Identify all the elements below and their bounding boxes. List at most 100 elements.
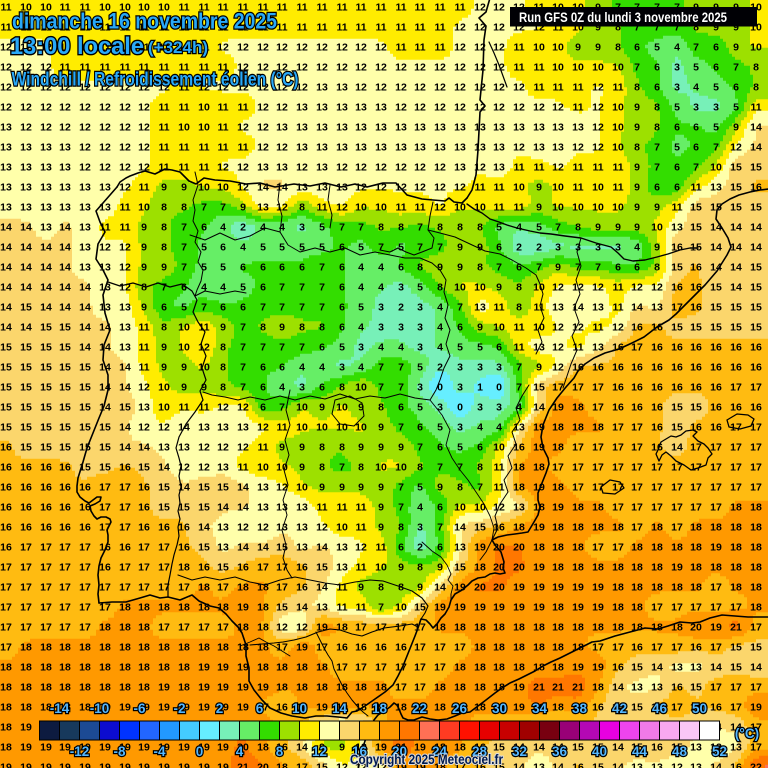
svg-text:17: 17 [750, 461, 762, 473]
svg-text:19: 19 [592, 601, 604, 613]
svg-text:10: 10 [178, 121, 190, 133]
svg-text:26: 26 [452, 701, 468, 716]
svg-text:10: 10 [493, 321, 505, 333]
svg-text:0: 0 [196, 744, 204, 759]
svg-text:12: 12 [217, 161, 229, 173]
svg-text:13: 13 [454, 161, 466, 173]
svg-text:18: 18 [631, 621, 643, 633]
svg-text:14: 14 [0, 301, 12, 313]
svg-text:19: 19 [59, 741, 71, 753]
svg-text:19: 19 [513, 681, 525, 693]
svg-text:11: 11 [217, 121, 228, 133]
svg-text:15: 15 [20, 361, 32, 373]
svg-text:5: 5 [417, 361, 423, 373]
svg-text:18: 18 [119, 641, 131, 653]
svg-text:15: 15 [750, 161, 762, 173]
svg-text:18: 18 [552, 421, 564, 433]
svg-text:13: 13 [631, 681, 643, 693]
svg-text:11: 11 [0, 1, 11, 13]
svg-text:16: 16 [79, 501, 91, 513]
svg-text:16: 16 [0, 441, 12, 453]
svg-text:17: 17 [158, 561, 170, 573]
svg-text:17: 17 [158, 621, 170, 633]
svg-text:13: 13 [296, 541, 308, 553]
svg-text:14: 14 [710, 261, 722, 273]
svg-text:14: 14 [99, 321, 111, 333]
svg-text:18: 18 [513, 661, 525, 673]
svg-text:11: 11 [217, 61, 228, 73]
svg-text:3: 3 [417, 321, 423, 333]
svg-text:13: 13 [434, 121, 446, 133]
svg-text:18: 18 [237, 621, 249, 633]
svg-text:12: 12 [671, 761, 683, 768]
svg-text:17: 17 [434, 661, 446, 673]
svg-text:13: 13 [336, 561, 348, 573]
svg-text:13: 13 [296, 501, 308, 513]
svg-text:17: 17 [336, 661, 348, 673]
svg-text:14: 14 [316, 541, 328, 553]
svg-text:18: 18 [730, 521, 742, 533]
svg-text:10: 10 [533, 281, 545, 293]
svg-text:9: 9 [477, 241, 483, 253]
svg-text:9: 9 [536, 181, 542, 193]
svg-text:18: 18 [257, 641, 269, 653]
svg-text:19: 19 [533, 581, 545, 593]
svg-text:8: 8 [654, 101, 660, 113]
svg-text:17: 17 [750, 381, 762, 393]
svg-text:9: 9 [654, 201, 660, 213]
svg-text:15: 15 [158, 481, 170, 493]
svg-text:13: 13 [99, 261, 111, 273]
svg-text:6: 6 [260, 381, 266, 393]
svg-text:19: 19 [572, 581, 584, 593]
svg-text:12: 12 [217, 401, 229, 413]
svg-text:11: 11 [513, 201, 524, 213]
svg-text:11: 11 [158, 21, 169, 33]
svg-text:16: 16 [631, 321, 643, 333]
svg-text:11: 11 [59, 61, 70, 73]
svg-text:13: 13 [40, 181, 52, 193]
svg-text:7: 7 [634, 21, 640, 33]
svg-text:12: 12 [552, 101, 564, 113]
svg-text:17: 17 [552, 461, 564, 473]
svg-text:2: 2 [398, 301, 404, 313]
svg-text:6: 6 [693, 141, 699, 153]
svg-text:(+324h): (+324h) [148, 38, 208, 57]
svg-text:16: 16 [710, 701, 722, 713]
svg-text:9: 9 [437, 561, 443, 573]
svg-text:17: 17 [690, 481, 702, 493]
svg-text:9: 9 [220, 321, 226, 333]
svg-text:19: 19 [533, 421, 545, 433]
svg-text:14: 14 [513, 761, 525, 768]
svg-text:10: 10 [198, 101, 210, 113]
svg-text:5: 5 [417, 401, 423, 413]
svg-text:12: 12 [119, 81, 131, 93]
svg-text:12: 12 [158, 421, 170, 433]
svg-text:12: 12 [395, 161, 407, 173]
svg-text:11: 11 [237, 141, 248, 153]
svg-text:11: 11 [20, 21, 31, 33]
svg-text:4: 4 [279, 381, 285, 393]
svg-text:12: 12 [730, 141, 742, 153]
svg-text:5: 5 [654, 41, 660, 53]
svg-text:34: 34 [532, 701, 548, 716]
svg-text:18: 18 [750, 521, 762, 533]
svg-text:12: 12 [119, 241, 131, 253]
svg-text:12: 12 [414, 181, 426, 193]
svg-text:15: 15 [20, 441, 32, 453]
svg-text:19: 19 [138, 741, 150, 753]
svg-text:11: 11 [533, 61, 544, 73]
svg-text:11: 11 [513, 61, 524, 73]
svg-text:12: 12 [493, 21, 505, 33]
svg-text:11: 11 [138, 361, 149, 373]
svg-text:10: 10 [474, 201, 486, 213]
svg-text:16: 16 [178, 541, 190, 553]
svg-text:19: 19 [316, 701, 328, 713]
svg-text:16: 16 [671, 681, 683, 693]
svg-text:11: 11 [59, 41, 70, 53]
svg-text:12: 12 [395, 181, 407, 193]
svg-text:10: 10 [375, 461, 387, 473]
svg-text:21: 21 [533, 681, 545, 693]
svg-text:11: 11 [138, 181, 149, 193]
svg-text:14: 14 [0, 221, 12, 233]
svg-text:17: 17 [178, 621, 190, 633]
